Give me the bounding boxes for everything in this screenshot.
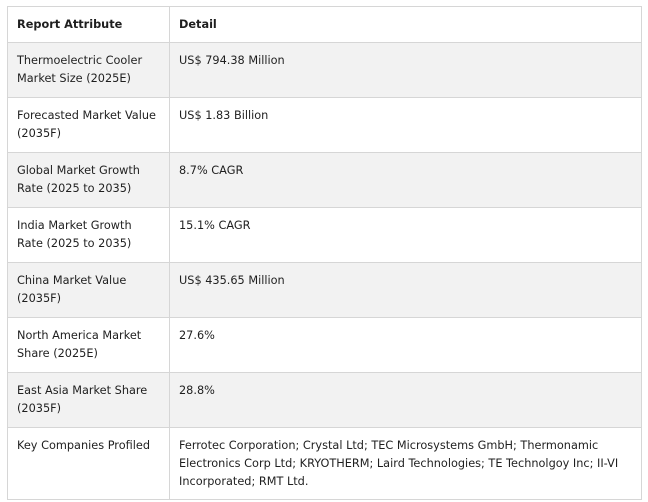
row-detail: 8.7% CAGR bbox=[169, 152, 642, 208]
row-attribute: Global Market Growth Rate (2025 to 2035) bbox=[7, 152, 170, 208]
row-detail: 15.1% CAGR bbox=[169, 207, 642, 263]
row-detail: Ferrotec Corporation; Crystal Ltd; TEC M… bbox=[169, 427, 642, 500]
row-detail: US$ 1.83 Billion bbox=[169, 97, 642, 153]
table-row: North America Market Share (2025E) 27.6% bbox=[7, 317, 642, 373]
table-header-row: Report Attribute Detail bbox=[7, 6, 642, 43]
table-row: East Asia Market Share (2035F) 28.8% bbox=[7, 372, 642, 428]
row-attribute: North America Market Share (2025E) bbox=[7, 317, 170, 373]
report-attributes-table: Report Attribute Detail Thermoelectric C… bbox=[7, 6, 642, 500]
table-row: Thermoelectric Cooler Market Size (2025E… bbox=[7, 42, 642, 98]
row-attribute: East Asia Market Share (2035F) bbox=[7, 372, 170, 428]
table-row: Global Market Growth Rate (2025 to 2035)… bbox=[7, 152, 642, 208]
row-detail: US$ 794.38 Million bbox=[169, 42, 642, 98]
row-attribute: India Market Growth Rate (2025 to 2035) bbox=[7, 207, 170, 263]
row-attribute: Key Companies Profiled bbox=[7, 427, 170, 500]
row-detail: US$ 435.65 Million bbox=[169, 262, 642, 318]
table-row: China Market Value (2035F) US$ 435.65 Mi… bbox=[7, 262, 642, 318]
table-row: Forecasted Market Value (2035F) US$ 1.83… bbox=[7, 97, 642, 153]
row-attribute: Forecasted Market Value (2035F) bbox=[7, 97, 170, 153]
row-attribute: Thermoelectric Cooler Market Size (2025E… bbox=[7, 42, 170, 98]
row-detail: 28.8% bbox=[169, 372, 642, 428]
report-table-container: Report Attribute Detail Thermoelectric C… bbox=[7, 6, 642, 500]
table-row: Key Companies Profiled Ferrotec Corporat… bbox=[7, 427, 642, 500]
header-detail: Detail bbox=[169, 6, 642, 43]
row-attribute: China Market Value (2035F) bbox=[7, 262, 170, 318]
row-detail: 27.6% bbox=[169, 317, 642, 373]
table-row: India Market Growth Rate (2025 to 2035) … bbox=[7, 207, 642, 263]
header-report-attribute: Report Attribute bbox=[7, 6, 170, 43]
